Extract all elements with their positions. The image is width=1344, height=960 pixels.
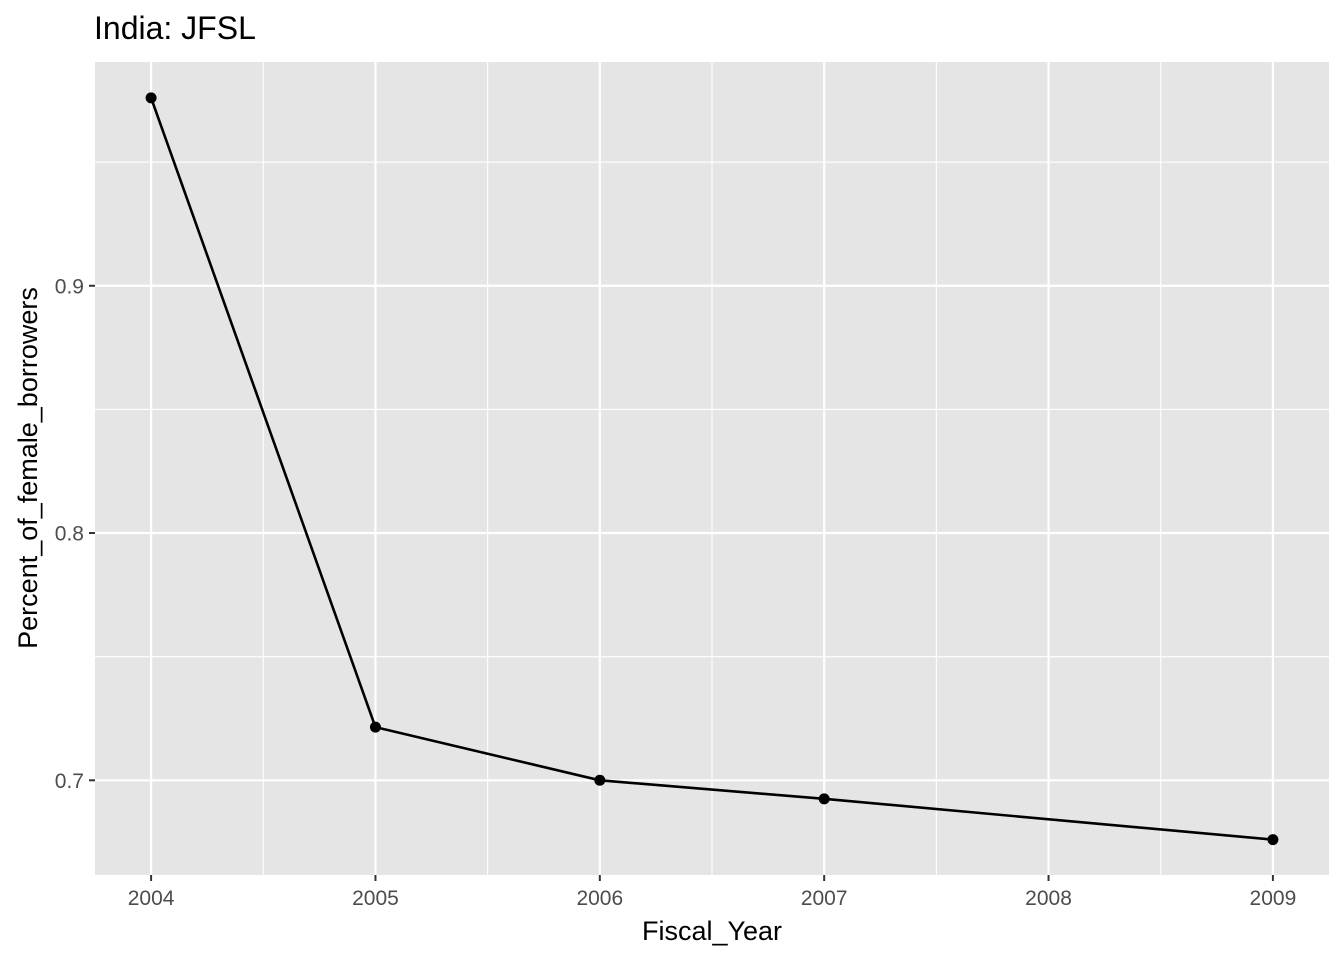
x-tick-label: 2008 [1025, 887, 1072, 910]
data-point [1267, 834, 1279, 846]
data-point [594, 774, 606, 786]
grid-minor [95, 62, 1329, 875]
y-axis: 0.7 0.8 0.9 [55, 275, 95, 793]
grid-major [95, 62, 1329, 875]
x-tick-label: 2005 [352, 887, 399, 910]
x-tick-label: 2006 [576, 887, 623, 910]
y-tick-label: 0.9 [55, 275, 84, 298]
y-tick-label: 0.8 [55, 523, 84, 546]
x-axis: 2004 2005 2006 2007 2008 2009 [128, 875, 1297, 910]
data-point [369, 721, 381, 733]
x-tick-label: 2004 [128, 887, 175, 910]
data-point [818, 793, 830, 805]
x-tick-label: 2007 [801, 887, 848, 910]
y-axis-title: Percent_of_female_borrowers [13, 287, 43, 649]
x-tick-label: 2009 [1250, 887, 1297, 910]
data-point [145, 92, 157, 104]
x-axis-title: Fiscal_Year [642, 916, 782, 946]
y-tick-label: 0.7 [55, 770, 84, 793]
chart-title: India: JFSL [94, 10, 256, 46]
series-layer [145, 92, 1279, 846]
